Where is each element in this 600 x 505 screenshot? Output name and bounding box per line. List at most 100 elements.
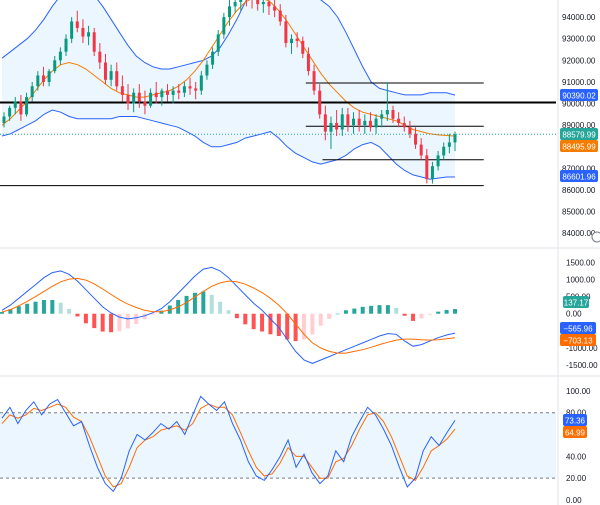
candle — [273, 0, 277, 18]
scale-toggle-circle[interactable] — [591, 231, 600, 243]
candle-body — [352, 118, 356, 126]
candle — [199, 71, 203, 95]
candle — [75, 10, 79, 33]
macd-line-badge-text: −565.96 — [563, 325, 593, 334]
candle-body — [312, 71, 316, 91]
candle — [126, 84, 130, 111]
candle — [19, 94, 23, 121]
candle-body — [228, 6, 231, 18]
macd-histogram-bar — [427, 313, 432, 315]
stoch-d-badge-text: 64.99 — [565, 429, 586, 438]
candle-body — [143, 101, 147, 106]
candle-body — [442, 146, 446, 156]
macd-histogram-bar — [117, 313, 122, 332]
candle — [453, 131, 457, 152]
macd-histogram-bar — [142, 313, 147, 320]
macd-panel[interactable] — [0, 266, 457, 364]
candle-body — [81, 27, 85, 37]
candle — [160, 88, 164, 106]
candle-body — [194, 88, 198, 91]
candle — [13, 97, 17, 115]
candle — [312, 64, 316, 95]
stochastic-band-fill — [0, 412, 556, 479]
candle-body — [115, 71, 119, 87]
bollinger-upper-line — [1, 0, 456, 96]
candle-body — [137, 92, 141, 102]
candle-body — [374, 118, 378, 128]
candle — [329, 116, 333, 149]
price-axis-tick-label: 85000.00 — [562, 208, 596, 217]
price-axis-tick-label: 92000.00 — [562, 56, 596, 65]
candle-body — [70, 21, 74, 39]
scale-toggle-button[interactable] — [591, 231, 600, 243]
candle-body — [447, 142, 451, 147]
bb-lower-badge-bg — [560, 170, 598, 182]
candle — [335, 110, 339, 136]
candle — [115, 62, 119, 91]
macd-histogram-bar — [402, 313, 407, 316]
candle — [70, 17, 74, 44]
candle-body — [47, 71, 51, 82]
bollinger-lower-line — [1, 109, 455, 180]
macd-histogram-bar — [125, 313, 130, 329]
candle — [408, 120, 412, 139]
stochastic-axis-tick-label: 100.00 — [566, 387, 591, 396]
candle-body — [53, 60, 57, 72]
price-axis-tick-label: 87000.00 — [562, 164, 596, 173]
candle — [261, 0, 265, 13]
macd-line-badge: −565.96 — [560, 322, 596, 334]
candle-body — [132, 92, 136, 104]
candle — [239, 0, 243, 11]
candle-body — [13, 101, 17, 108]
candle — [290, 34, 294, 54]
candle — [149, 88, 153, 108]
bb-upper-badge: 90390.02 — [560, 89, 598, 101]
candle — [36, 71, 40, 91]
candle — [188, 77, 192, 95]
macd-histogram-bar — [184, 295, 189, 314]
macd-histogram-bar — [310, 313, 315, 335]
price-panel[interactable] — [0, 0, 556, 187]
macd-axis-tick-label: -1000.00 — [566, 344, 598, 353]
candle-body — [391, 110, 395, 119]
candle — [323, 105, 327, 141]
macd-histogram-bar — [251, 313, 256, 330]
candle-body — [267, 2, 271, 7]
close-price-badge-text: 88579.99 — [562, 131, 596, 140]
candle — [340, 107, 344, 136]
macd-histogram-bar — [41, 300, 46, 314]
stochastic-axis-tick-label: 0.00 — [566, 496, 582, 505]
macd-histogram-bar — [411, 313, 416, 321]
candle — [109, 64, 113, 87]
candle-body — [58, 51, 62, 61]
candle — [397, 112, 401, 128]
ema-line — [1, 0, 456, 137]
candle — [352, 112, 356, 134]
candle-body — [75, 21, 79, 28]
candle — [41, 66, 45, 87]
stoch-k-badge-text: 73.36 — [565, 417, 586, 426]
candle-body — [323, 114, 327, 132]
candle — [380, 110, 384, 128]
candle-body — [98, 51, 102, 63]
candle — [368, 112, 372, 132]
candle-body — [419, 144, 423, 156]
candle-body — [414, 133, 418, 145]
candle-body — [120, 86, 124, 95]
macd-histogram-bar — [50, 300, 55, 314]
candle — [177, 84, 181, 100]
stoch-k-badge: 73.36 — [563, 414, 587, 426]
candle-body — [363, 120, 367, 126]
candle — [295, 32, 299, 48]
candle-body — [408, 127, 412, 134]
macd-histogram-bar — [100, 313, 105, 332]
stochastic-panel[interactable] — [0, 395, 556, 493]
candle-body — [239, 0, 243, 2]
candle-body — [397, 118, 401, 123]
stochastic-k-line — [1, 395, 456, 493]
candle — [165, 84, 169, 102]
macd-line-badge-bg — [560, 322, 596, 334]
macd-histogram-bar — [243, 313, 248, 325]
macd-axis-tick-label: -1500.00 — [566, 361, 598, 370]
